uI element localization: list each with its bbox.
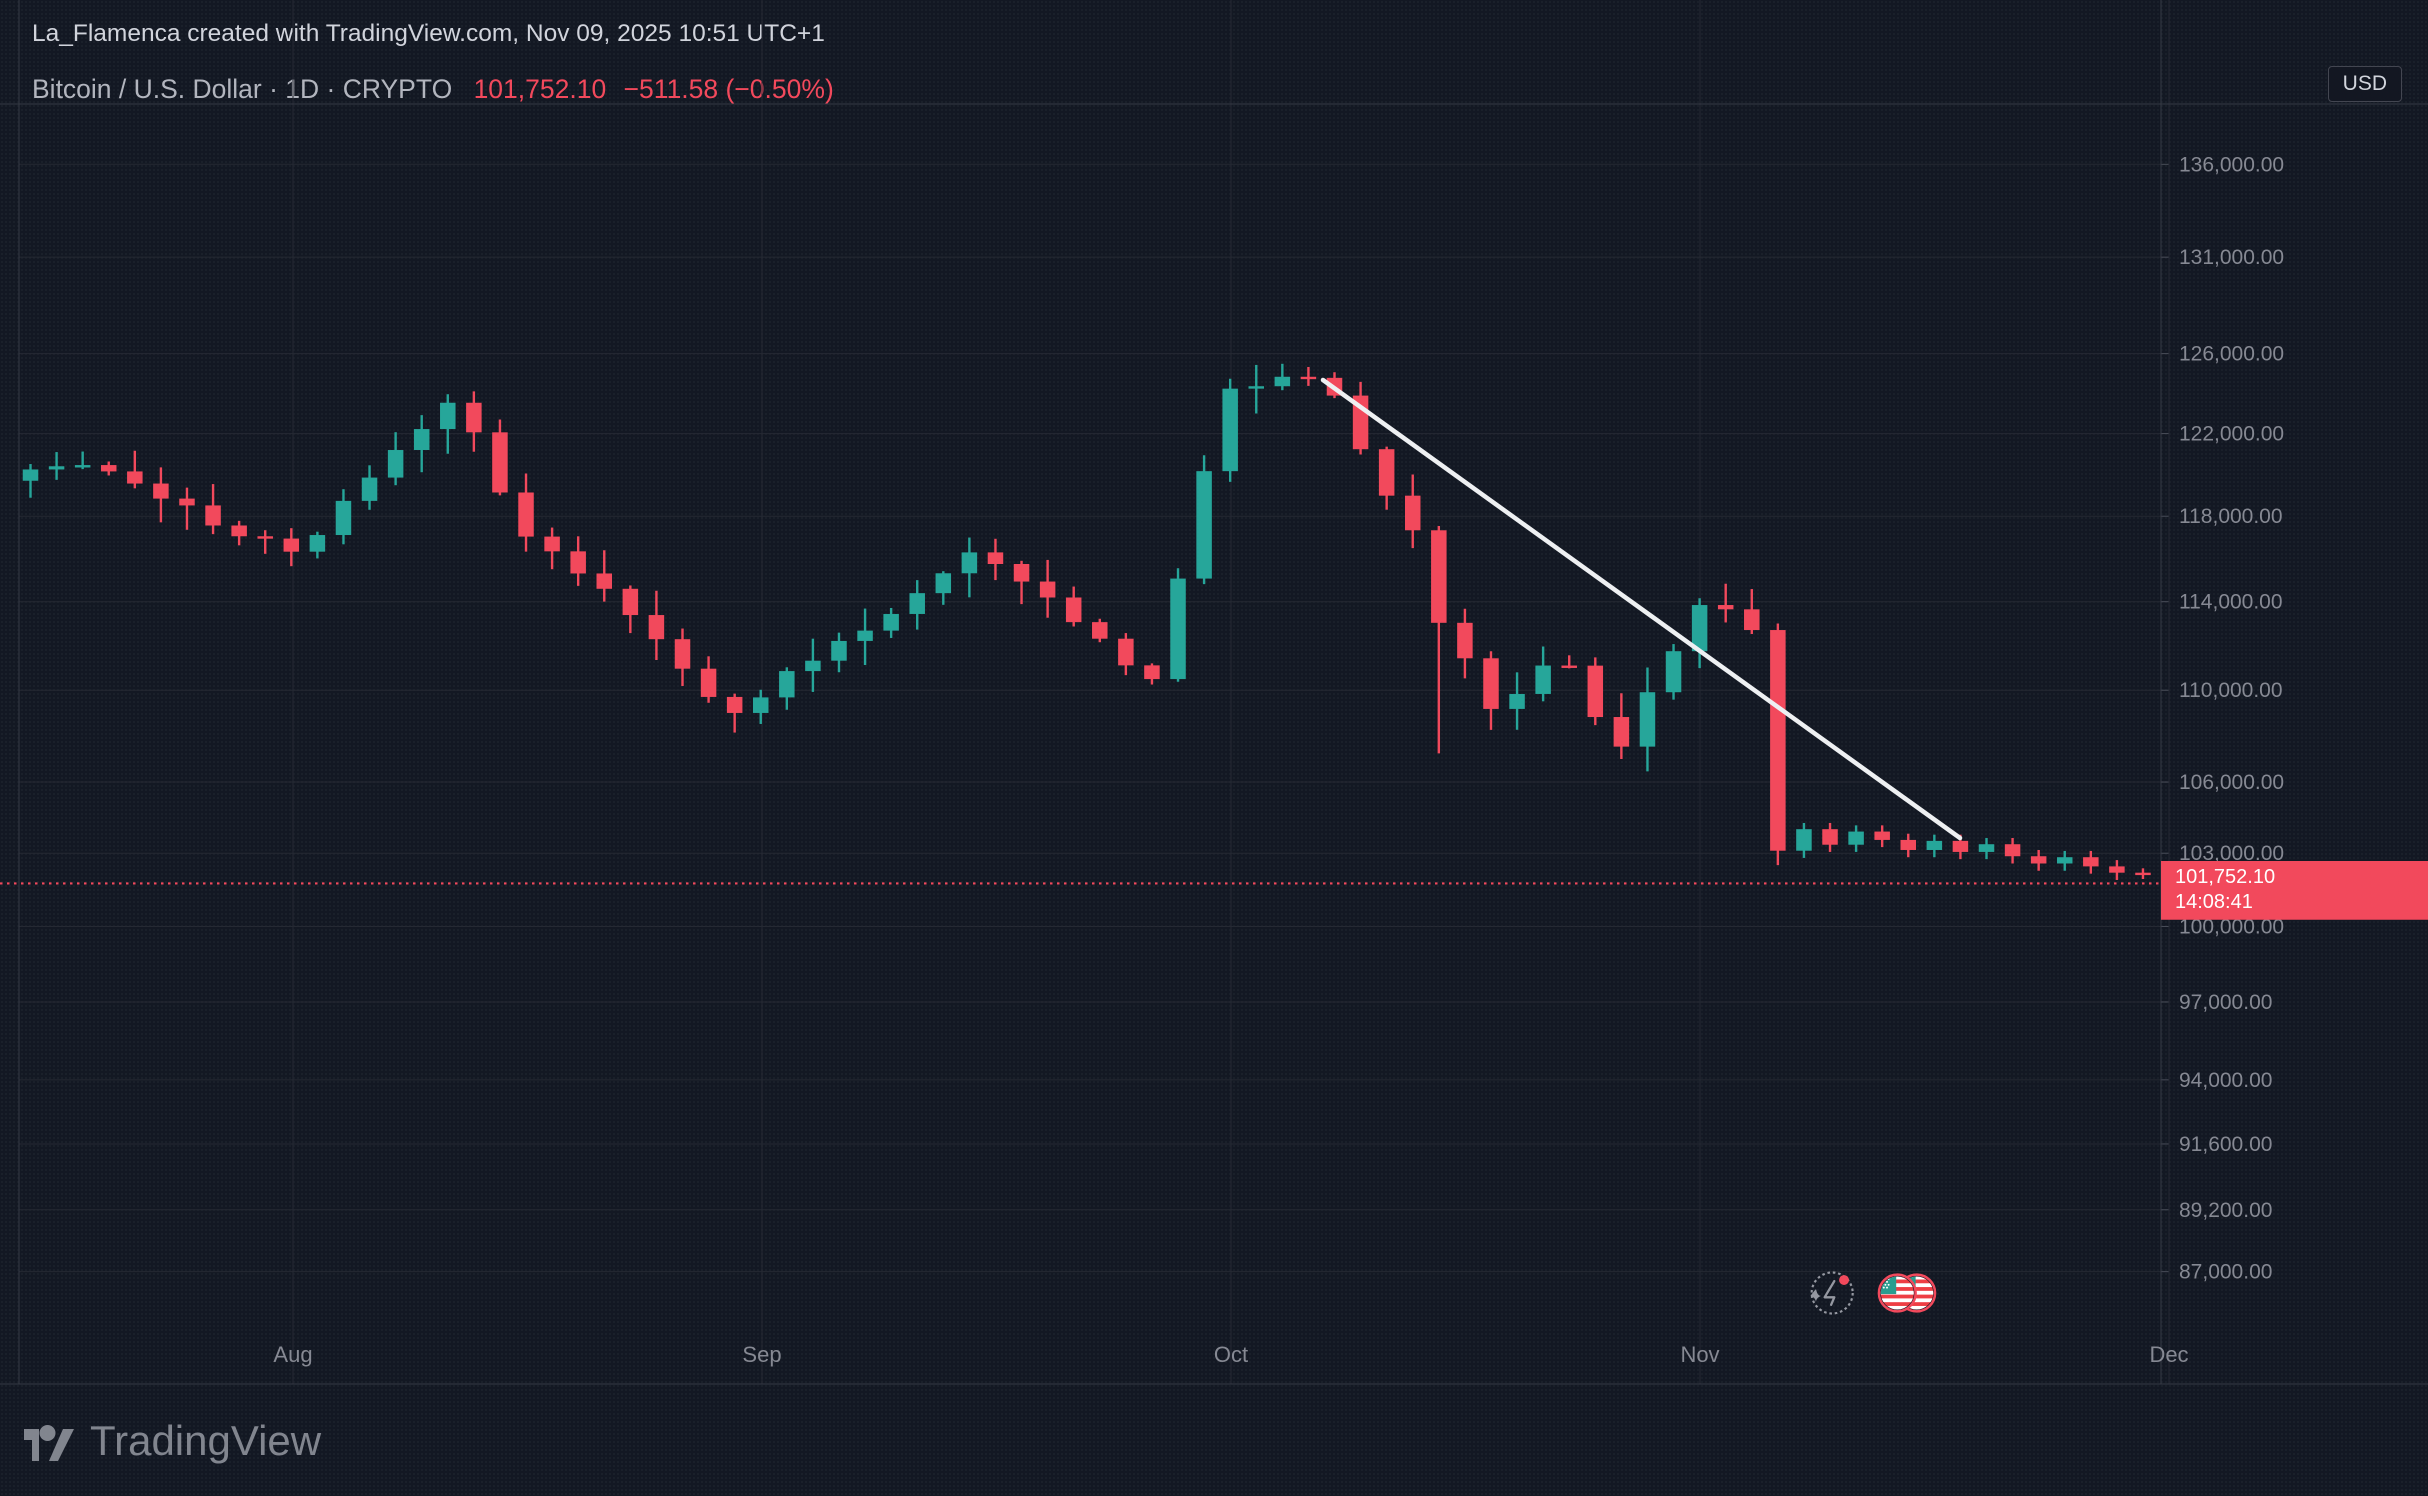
svg-text:94,000.00: 94,000.00 bbox=[2179, 1069, 2272, 1092]
svg-text:122,000.00: 122,000.00 bbox=[2179, 423, 2284, 446]
svg-text:Aug: Aug bbox=[273, 1342, 312, 1367]
svg-text:118,000.00: 118,000.00 bbox=[2179, 505, 2283, 528]
svg-text:Dec: Dec bbox=[2149, 1342, 2188, 1367]
svg-text:106,000.00: 106,000.00 bbox=[2179, 771, 2284, 794]
svg-text:87,000.00: 87,000.00 bbox=[2179, 1261, 2272, 1284]
svg-text:126,000.00: 126,000.00 bbox=[2179, 343, 2284, 366]
svg-text:97,000.00: 97,000.00 bbox=[2179, 991, 2272, 1014]
svg-text:114,000.00: 114,000.00 bbox=[2179, 591, 2283, 614]
svg-text:131,000.00: 131,000.00 bbox=[2179, 246, 2284, 269]
svg-text:136,000.00: 136,000.00 bbox=[2179, 153, 2284, 176]
svg-text:Sep: Sep bbox=[742, 1342, 781, 1367]
svg-text:89,200.00: 89,200.00 bbox=[2179, 1199, 2272, 1222]
svg-text:91,600.00: 91,600.00 bbox=[2179, 1133, 2272, 1156]
svg-text:Nov: Nov bbox=[1680, 1342, 1719, 1367]
svg-text:110,000.00: 110,000.00 bbox=[2179, 679, 2283, 702]
svg-text:Oct: Oct bbox=[1214, 1342, 1248, 1367]
